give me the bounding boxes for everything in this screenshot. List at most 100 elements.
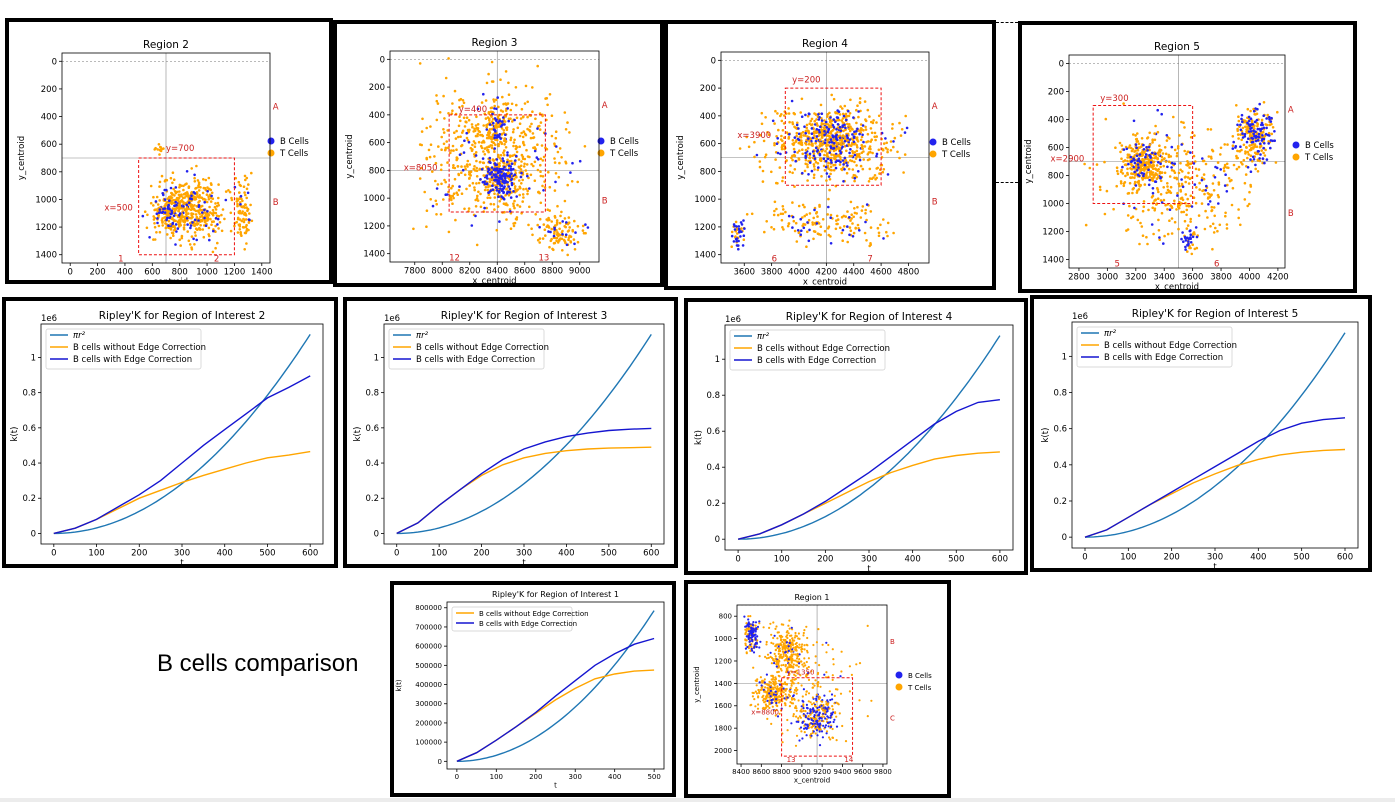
- t-cell-point: [779, 653, 782, 656]
- t-cell-point: [827, 167, 830, 170]
- b-cell-point: [744, 625, 747, 628]
- t-cell-point: [483, 147, 487, 150]
- t-cell-point: [462, 101, 466, 105]
- b-cell-point: [732, 240, 736, 243]
- b-cell-point: [1193, 183, 1197, 186]
- t-cell-point: [521, 115, 525, 119]
- t-cell-point: [768, 699, 771, 702]
- t-cell-point: [814, 130, 817, 134]
- t-cell-point: [446, 146, 450, 150]
- b-cell-point: [1205, 184, 1208, 188]
- t-cell-point: [1207, 155, 1211, 158]
- legend-t-cells-marker: [267, 149, 275, 157]
- x-tick-label: 8800: [541, 267, 563, 277]
- b-cell-point: [1189, 229, 1192, 232]
- t-cell-point: [499, 78, 502, 81]
- t-cell-point: [444, 180, 447, 184]
- t-cell-point: [804, 148, 808, 152]
- t-cell-point: [868, 177, 872, 180]
- chart-ripley-roi-2: Ripley'K for Region of Interest 20 100 200…: [10, 310, 324, 564]
- t-cell-point: [541, 175, 545, 178]
- b-cell-point: [791, 648, 794, 651]
- t-cell-point: [214, 246, 217, 250]
- b-cell-point: [813, 208, 816, 212]
- b-cell-point: [1252, 129, 1255, 132]
- t-cell-point: [177, 193, 181, 197]
- t-cell-point: [765, 643, 768, 646]
- t-cell-point: [781, 650, 785, 653]
- t-cell-point: [753, 155, 756, 159]
- legend-label-edge: B cells with Edge Correction: [757, 356, 876, 366]
- t-cell-point: [780, 147, 784, 151]
- t-cell-point: [436, 183, 440, 186]
- t-cell-point: [1161, 152, 1165, 155]
- t-cell-point: [514, 169, 517, 172]
- roi-box: [138, 157, 235, 256]
- t-cell-point: [805, 660, 808, 664]
- t-cell-point: [1120, 157, 1123, 160]
- t-cell-point: [194, 222, 198, 226]
- t-cell-point: [776, 112, 779, 115]
- t-cell-point: [509, 117, 512, 120]
- b-cell-point: [830, 141, 834, 144]
- t-cell-point: [518, 166, 521, 169]
- b-cell-point: [148, 236, 151, 239]
- t-cell-point: [486, 149, 489, 152]
- t-cell-point: [152, 238, 155, 241]
- t-cell-point: [1176, 146, 1180, 150]
- b-cell-point: [838, 125, 842, 129]
- b-cell-point: [845, 118, 848, 122]
- t-cell-point: [519, 117, 523, 120]
- x-tick-label: 300: [174, 549, 190, 559]
- t-cell-point: [490, 144, 494, 147]
- t-cell-point: [524, 133, 528, 137]
- b-cell-point: [1217, 202, 1220, 205]
- b-cell-point: [817, 166, 820, 169]
- t-cell-point: [755, 692, 759, 695]
- t-cell-point: [848, 226, 852, 229]
- b-cell-point: [804, 156, 807, 160]
- x-tick-label: 9800: [874, 768, 892, 776]
- t-cell-point: [823, 153, 826, 157]
- t-cell-point: [822, 164, 826, 168]
- t-cell-point: [777, 652, 780, 655]
- t-cell-point: [870, 131, 874, 135]
- b-cell-point: [485, 182, 489, 186]
- t-cell-point: [1175, 208, 1178, 211]
- b-cell-point: [743, 615, 746, 618]
- t-cell-point: [541, 184, 544, 188]
- t-cell-point: [176, 206, 179, 210]
- t-cell-point: [451, 144, 455, 148]
- b-cell-point: [510, 183, 514, 187]
- t-cell-point: [198, 228, 202, 231]
- b-cell-point: [495, 158, 499, 161]
- t-cell-point: [179, 244, 182, 247]
- t-cell-point: [475, 169, 479, 173]
- t-cell-point: [509, 227, 513, 230]
- t-cell-point: [1134, 134, 1137, 137]
- t-cell-point: [902, 171, 905, 174]
- b-cell-point: [810, 132, 814, 135]
- t-cell-point: [1253, 127, 1256, 130]
- b-cell-point: [536, 127, 539, 130]
- t-cell-point: [760, 111, 764, 115]
- b-cell-point: [1236, 123, 1239, 127]
- t-cell-point: [1262, 101, 1266, 104]
- t-cell-point: [777, 695, 780, 698]
- t-cell-point: [564, 241, 567, 245]
- t-cell-point: [859, 127, 863, 130]
- b-cell-point: [1134, 143, 1138, 146]
- b-cell-point: [507, 168, 510, 172]
- t-cell-point: [1249, 132, 1252, 136]
- t-cell-point: [245, 227, 249, 231]
- t-cell-point: [513, 221, 517, 225]
- b-cell-point: [846, 164, 849, 167]
- t-cell-point: [230, 198, 234, 202]
- b-cell-point: [1145, 146, 1148, 149]
- t-cell-point: [806, 636, 809, 640]
- b-cell-point: [815, 135, 819, 138]
- t-cell-point: [791, 122, 795, 126]
- plot-area: [456, 610, 655, 762]
- t-cell-point: [496, 115, 500, 119]
